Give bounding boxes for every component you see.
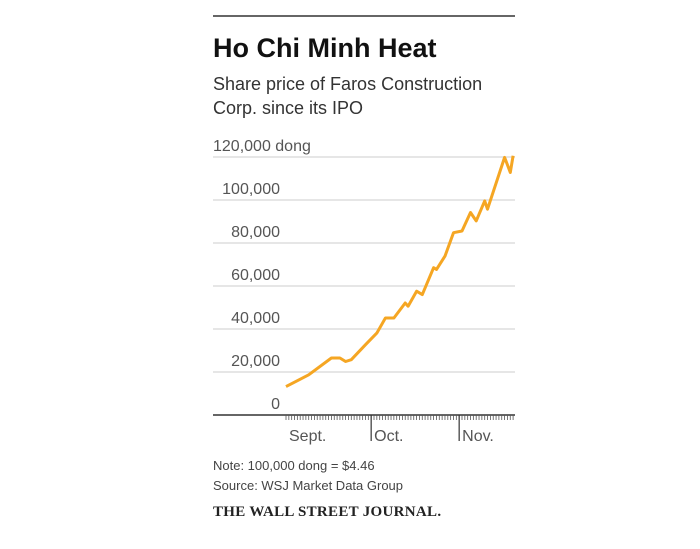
chart-title: Ho Chi Minh Heat: [213, 33, 437, 63]
y-tick-label: 100,000: [222, 181, 280, 198]
y-tick-label: 20,000: [231, 353, 280, 370]
note-text: Note: 100,000 dong = $4.46: [213, 458, 375, 473]
y-tick-label: 60,000: [231, 267, 280, 284]
wsj-logo: THE WALL STREET JOURNAL.: [213, 504, 441, 520]
chart-subtitle-line-1: Share price of Faros Construction: [213, 74, 482, 94]
y-tick-label: 80,000: [231, 224, 280, 241]
y-tick-label: 40,000: [231, 310, 280, 327]
x-tick-label: Sept.: [289, 428, 326, 445]
y-tick-label: 0: [271, 396, 280, 413]
y-tick-label: 120,000 dong: [213, 138, 311, 155]
x-tick-label: Nov.: [462, 428, 494, 445]
price-line: [285, 155, 515, 388]
x-tick-label: Oct.: [374, 428, 403, 445]
chart-subtitle-line-2: Corp. since its IPO: [213, 98, 363, 118]
source-text: Source: WSJ Market Data Group: [213, 478, 403, 493]
